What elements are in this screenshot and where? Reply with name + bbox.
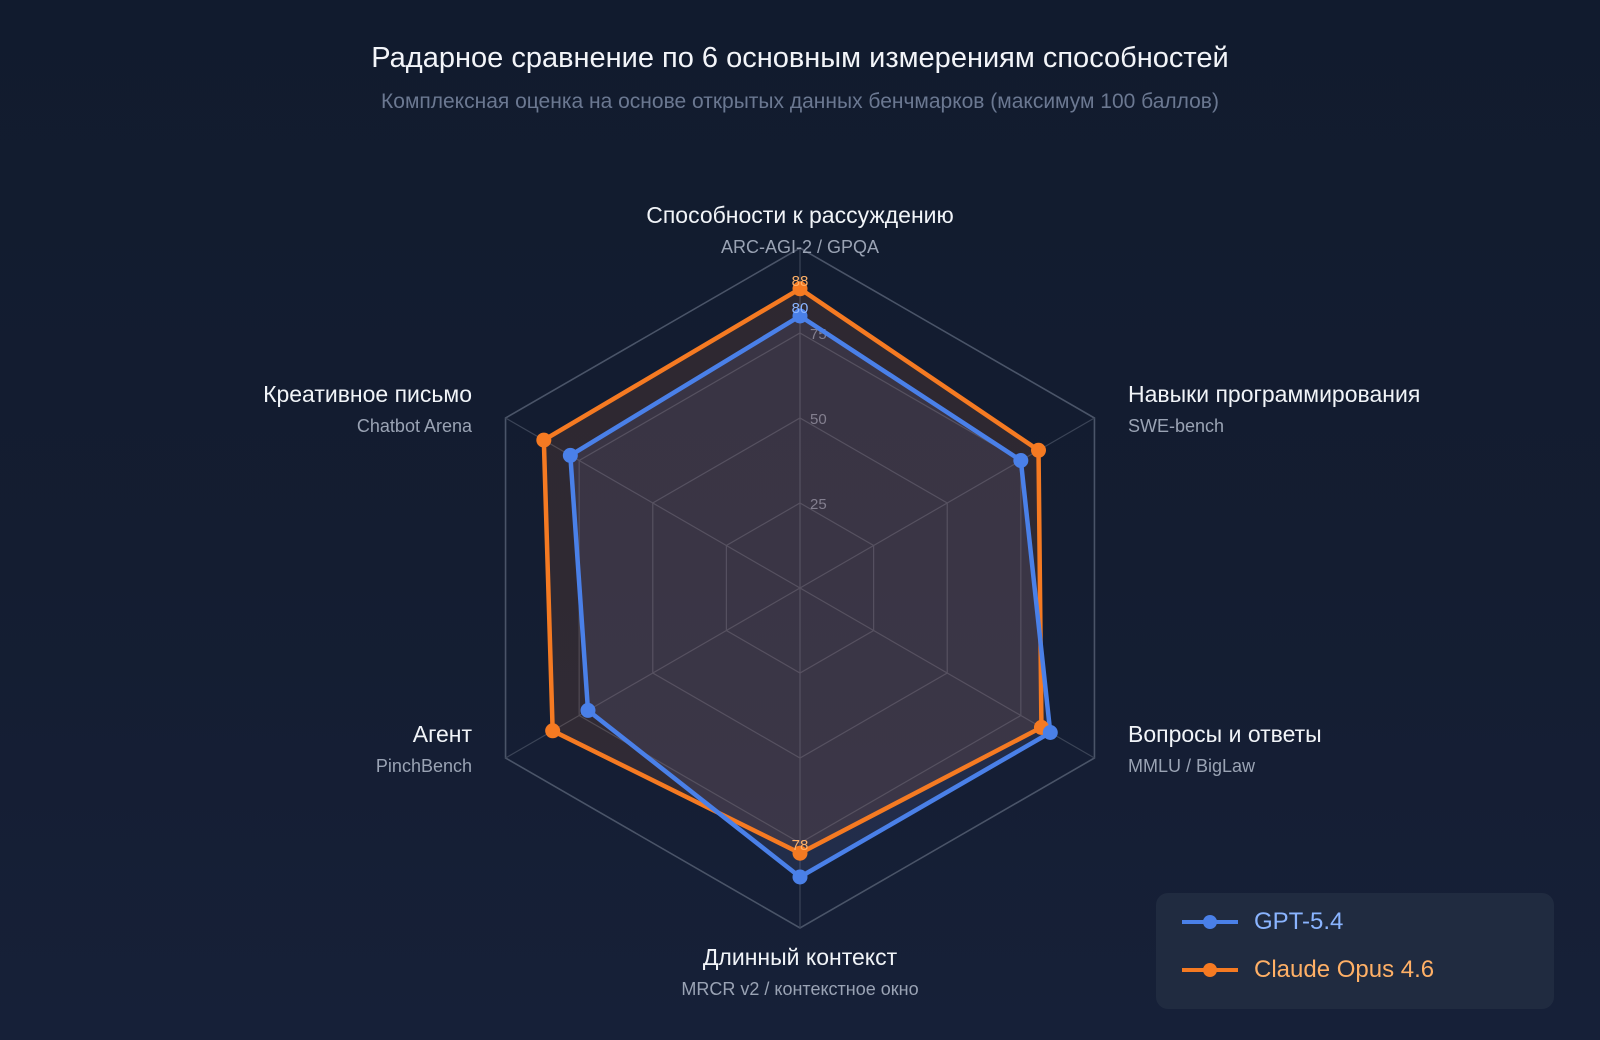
series-point-1-5[interactable] bbox=[536, 432, 552, 448]
axis-source-4: PinchBench bbox=[376, 756, 472, 776]
axis-source-3: MRCR v2 / контекстное окно bbox=[681, 979, 918, 999]
tick-label: 50 bbox=[810, 411, 827, 428]
series-point-0-0[interactable] bbox=[792, 308, 808, 324]
axis-name-2: Вопросы и ответы bbox=[1128, 721, 1322, 747]
axis-name-0: Способности к рассуждению bbox=[646, 202, 954, 228]
axis-source-0: ARC-AGI-2 / GPQA bbox=[721, 237, 879, 257]
legend-item-gpt[interactable]: GPT-5.4 bbox=[1180, 902, 1343, 942]
grid-spoke-1 bbox=[799, 417, 1095, 589]
series-point-1-1[interactable] bbox=[1031, 442, 1047, 458]
legend: GPT-5.4 Claude Opus 4.6 bbox=[1156, 893, 1554, 1009]
series-point-1-3[interactable] bbox=[792, 845, 808, 861]
axis-name-4: Агент bbox=[413, 721, 473, 747]
legend-swatch-gpt bbox=[1182, 915, 1238, 929]
legend-swatch-claude bbox=[1182, 963, 1238, 977]
axis-source-1: SWE-bench bbox=[1128, 416, 1224, 436]
radar-series: 88 80 78 bbox=[536, 273, 1058, 885]
legend-label-gpt: GPT-5.4 bbox=[1254, 908, 1344, 935]
value-label-0: 88 bbox=[792, 273, 809, 290]
series-point-0-3[interactable] bbox=[792, 869, 808, 885]
axis-name-5: Креативное письмо bbox=[263, 381, 472, 407]
grid-spoke-5 bbox=[505, 417, 801, 589]
series-point-0-4[interactable] bbox=[580, 702, 596, 718]
series-area-1 bbox=[543, 288, 1042, 854]
axis-source-2: MMLU / BigLaw bbox=[1128, 756, 1256, 776]
legend-label-claude: Claude Opus 4.6 bbox=[1254, 956, 1435, 983]
series-point-0-2[interactable] bbox=[1042, 725, 1058, 740]
legend-item-claude[interactable]: Claude Opus 4.6 bbox=[1180, 950, 1434, 990]
value-label-2: 78 bbox=[792, 837, 809, 854]
series-area-0 bbox=[570, 316, 1051, 877]
series-point-1-4[interactable] bbox=[545, 723, 561, 739]
series-point-0-5[interactable] bbox=[562, 447, 578, 463]
chart-subtitle: Комплексная оценка на основе открытых да… bbox=[381, 90, 1219, 113]
value-label-1: 80 bbox=[792, 300, 809, 317]
chart-title: Радарное сравнение по 6 основным измерен… bbox=[371, 42, 1228, 74]
axis-labels: Способности к рассуждению ARC-AGI-2 / GPQ… bbox=[263, 202, 1420, 999]
tick-label: 25 bbox=[810, 496, 827, 513]
axis-name-3: Длинный контекст bbox=[703, 944, 898, 970]
axis-name-1: Навыки программирования bbox=[1128, 381, 1420, 407]
axis-source-5: Chatbot Arena bbox=[357, 416, 473, 436]
series-point-1-0[interactable] bbox=[792, 281, 808, 297]
series-point-0-1[interactable] bbox=[1013, 453, 1029, 468]
